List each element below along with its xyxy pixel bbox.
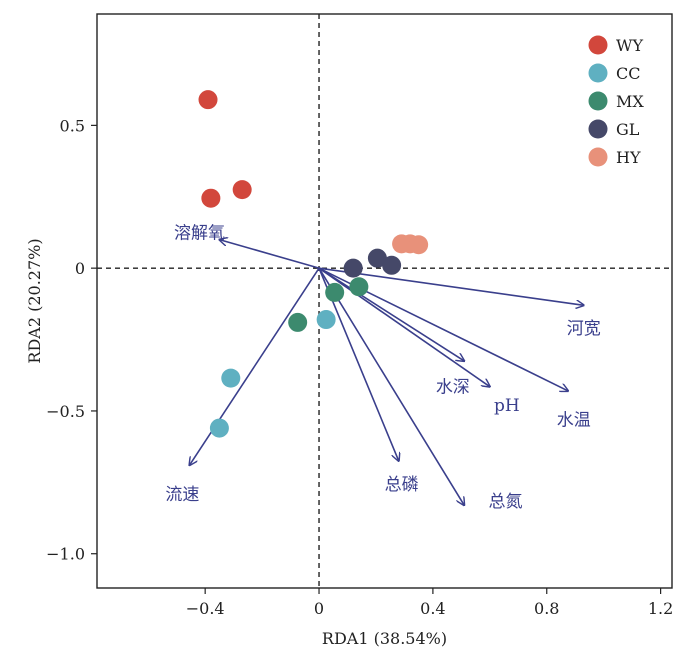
- y-tick-label: −0.5: [46, 402, 85, 421]
- legend-label-wy: WY: [616, 36, 643, 55]
- point-cc: [209, 418, 229, 438]
- point-gl: [343, 258, 363, 278]
- axis-ticks: −0.4 0 0.4 0.8 1.2 −1.0 −0.5 0 0.5: [46, 116, 673, 618]
- legend-label-gl: GL: [616, 120, 640, 139]
- legend-label-cc: CC: [616, 64, 640, 83]
- point-wy: [201, 188, 221, 208]
- legend-marker-hy: [588, 147, 608, 167]
- point-gl: [382, 255, 402, 275]
- legend-marker-mx: [588, 91, 608, 111]
- point-hy: [409, 235, 429, 255]
- legend-marker-cc: [588, 63, 608, 83]
- x-axis-title: RDA1 (38.54%): [322, 629, 447, 648]
- legend: WY CC MX GL HY: [588, 35, 644, 167]
- point-wy: [232, 180, 252, 200]
- vector-label: 水温: [557, 411, 591, 431]
- y-tick-label: 0: [75, 259, 85, 278]
- vector-arrow: [318, 267, 584, 305]
- y-tick-label: −1.0: [46, 545, 85, 564]
- legend-label-mx: MX: [616, 92, 644, 111]
- vector-arrow: [318, 267, 464, 361]
- point-mx: [288, 312, 308, 332]
- vector-arrow: [318, 267, 464, 505]
- point-cc: [316, 310, 336, 330]
- point-wy: [198, 90, 218, 110]
- zero-lines: [97, 14, 672, 588]
- point-cc: [221, 368, 241, 388]
- point-mx: [325, 282, 345, 302]
- vector-label: 总磷: [385, 475, 419, 495]
- legend-marker-gl: [588, 119, 608, 139]
- vector-label: 水深: [436, 378, 470, 398]
- x-tick-label: −0.4: [186, 599, 225, 618]
- vector-label: 总氮: [488, 492, 522, 512]
- vector-label: 河宽: [567, 319, 601, 339]
- vector-label: pH: [494, 396, 520, 416]
- y-axis-title: RDA2 (20.27%): [25, 238, 44, 363]
- legend-marker-wy: [588, 35, 608, 55]
- x-tick-label: 0.8: [534, 599, 559, 618]
- plot-frame: [96, 13, 673, 589]
- legend-label-hy: HY: [616, 148, 641, 167]
- y-tick-label: 0.5: [60, 116, 85, 135]
- vector-arrow: [318, 267, 490, 387]
- x-tick-label: 0.4: [420, 599, 445, 618]
- vector-label: 溶解氧: [174, 223, 225, 243]
- point-mx: [349, 277, 369, 297]
- vector-arrow: [219, 240, 320, 269]
- sample-points: [198, 90, 429, 438]
- vector-label: 流速: [165, 485, 199, 505]
- vector-arrow: [190, 267, 320, 465]
- x-tick-label: 0: [314, 599, 324, 618]
- x-tick-label: 1.2: [648, 599, 673, 618]
- point-gl: [367, 248, 387, 268]
